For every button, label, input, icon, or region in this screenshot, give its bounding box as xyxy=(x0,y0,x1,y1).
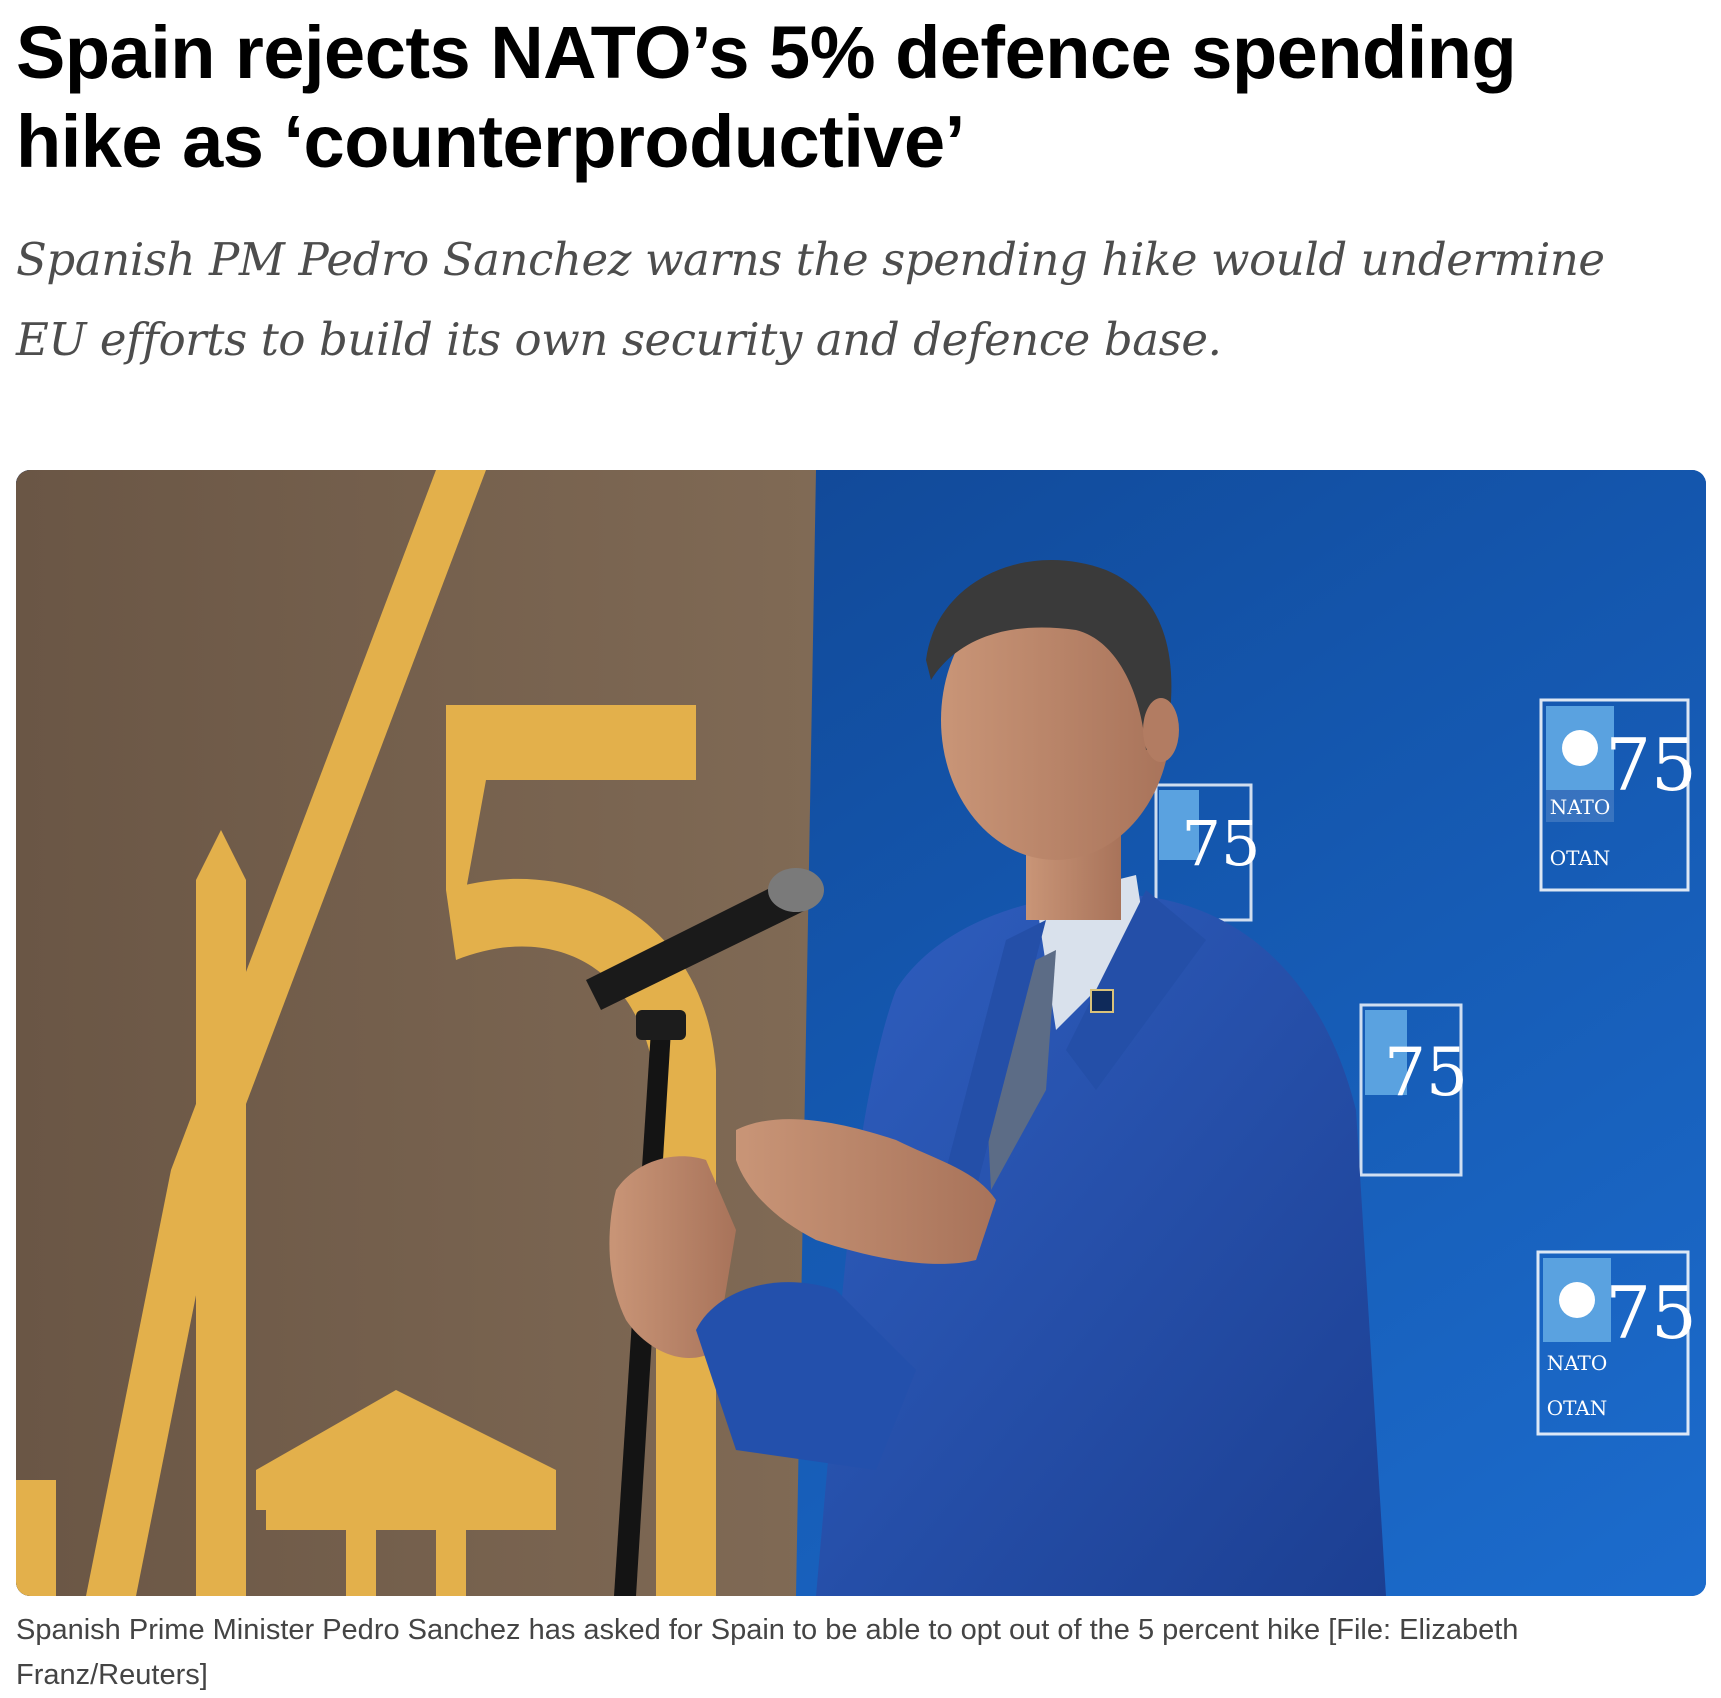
lead-photo-illustration: NATO OTAN 75 75 75 NATO OTAN 75 xyxy=(16,470,1706,1596)
svg-text:OTAN: OTAN xyxy=(1547,1396,1608,1420)
svg-text:75: 75 xyxy=(1605,723,1697,807)
nato-logo-top-right: NATO OTAN 75 xyxy=(1539,698,1697,892)
headline-line-1: Spain rejects NATO’s 5% defence spending xyxy=(16,11,1517,94)
caption-line-2: Franz/Reuters] xyxy=(16,1659,208,1691)
svg-text:NATO: NATO xyxy=(1547,1351,1608,1375)
standfirst-line-2: EU efforts to build its own security and… xyxy=(16,313,1222,366)
photo-caption: Spanish Prime Minister Pedro Sanchez has… xyxy=(16,1608,1696,1698)
nato-logo-bottom-right: NATO OTAN 75 xyxy=(1536,1250,1697,1436)
svg-text:NATO: NATO xyxy=(1550,795,1611,819)
svg-text:75: 75 xyxy=(1605,1271,1697,1355)
svg-text:OTAN: OTAN xyxy=(1550,846,1611,870)
headline-line-2: hike as ‘counterproductive’ xyxy=(16,100,965,183)
standfirst: Spanish PM Pedro Sanchez warns the spend… xyxy=(16,220,1706,380)
gold-75-artwork xyxy=(16,470,716,1596)
article-header: Spain rejects NATO’s 5% defence spending… xyxy=(16,0,1706,380)
standfirst-line-1: Spanish PM Pedro Sanchez warns the spend… xyxy=(16,233,1605,286)
headline: Spain rejects NATO’s 5% defence spending… xyxy=(16,0,1706,186)
svg-text:75: 75 xyxy=(1384,1034,1468,1111)
lead-photo[interactable]: NATO OTAN 75 75 75 NATO OTAN 75 xyxy=(16,470,1706,1596)
nato-logo-lower: 75 xyxy=(1359,1003,1468,1177)
caption-line-1: Spanish Prime Minister Pedro Sanchez has… xyxy=(16,1614,1519,1646)
svg-text:75: 75 xyxy=(1182,807,1261,880)
speaker xyxy=(609,560,1386,1596)
